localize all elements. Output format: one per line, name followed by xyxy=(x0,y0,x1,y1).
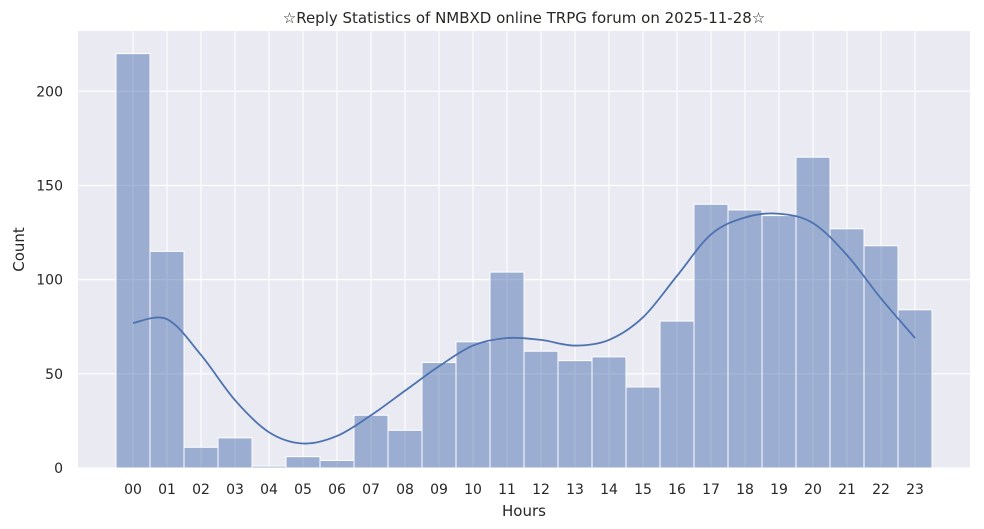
bar-21 xyxy=(830,229,864,468)
x-tick-label: 02 xyxy=(192,482,210,498)
x-tick-label: 23 xyxy=(906,482,924,498)
bar-13 xyxy=(558,361,592,468)
bar-16 xyxy=(660,321,694,468)
bar-12 xyxy=(524,351,558,468)
x-tick-label: 18 xyxy=(736,482,754,498)
x-tick-label: 21 xyxy=(838,482,856,498)
x-tick-label: 16 xyxy=(668,482,686,498)
x-tick-label: 04 xyxy=(260,482,278,498)
x-tick-label: 22 xyxy=(872,482,890,498)
bar-00 xyxy=(116,54,150,468)
y-tick-label: 50 xyxy=(45,367,63,383)
x-tick-label: 06 xyxy=(328,482,346,498)
bar-05 xyxy=(286,457,320,468)
bar-04 xyxy=(252,466,286,468)
x-tick-label: 14 xyxy=(600,482,618,498)
bar-11 xyxy=(490,272,524,468)
x-tick-label: 08 xyxy=(396,482,414,498)
bar-10 xyxy=(456,342,490,468)
bar-06 xyxy=(320,460,354,468)
bar-22 xyxy=(864,246,898,468)
bar-18 xyxy=(728,210,762,468)
bar-08 xyxy=(388,430,422,468)
x-tick-label: 03 xyxy=(226,482,244,498)
x-tick-label: 12 xyxy=(532,482,550,498)
x-axis-label: Hours xyxy=(502,502,546,520)
x-tick-label: 07 xyxy=(362,482,380,498)
x-tick-label: 11 xyxy=(498,482,516,498)
y-tick-label: 200 xyxy=(36,84,63,100)
chart-title: ☆Reply Statistics of NMBXD online TRPG f… xyxy=(283,9,766,27)
bar-01 xyxy=(150,251,184,468)
bar-23 xyxy=(898,310,932,468)
y-tick-label: 150 xyxy=(36,178,63,194)
bar-19 xyxy=(762,216,796,468)
y-axis-label: Count xyxy=(10,227,28,272)
bar-14 xyxy=(592,357,626,468)
x-tick-label: 15 xyxy=(634,482,652,498)
bar-15 xyxy=(626,387,660,468)
x-tick-label: 00 xyxy=(124,482,142,498)
x-tick-label: 19 xyxy=(770,482,788,498)
bar-02 xyxy=(184,447,218,468)
y-tick-label: 100 xyxy=(36,273,63,289)
bar-20 xyxy=(796,157,830,468)
x-tick-label: 20 xyxy=(804,482,822,498)
x-tick-label: 17 xyxy=(702,482,720,498)
x-tick-label: 13 xyxy=(566,482,584,498)
y-tick-label: 0 xyxy=(54,461,63,477)
bar-09 xyxy=(422,363,456,468)
x-tick-label: 01 xyxy=(158,482,176,498)
x-tick-label: 10 xyxy=(464,482,482,498)
x-tick-label: 05 xyxy=(294,482,312,498)
x-tick-label: 09 xyxy=(430,482,448,498)
bar-17 xyxy=(694,204,728,468)
bar-03 xyxy=(218,438,252,468)
